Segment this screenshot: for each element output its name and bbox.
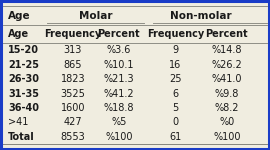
Text: %8.2: %8.2 bbox=[215, 103, 239, 113]
Text: Percent: Percent bbox=[205, 29, 248, 39]
Text: 9: 9 bbox=[173, 45, 178, 56]
Text: 427: 427 bbox=[64, 117, 82, 127]
FancyBboxPatch shape bbox=[1, 1, 269, 149]
Text: 8553: 8553 bbox=[60, 132, 85, 142]
Text: %3.6: %3.6 bbox=[107, 45, 131, 56]
Text: 25: 25 bbox=[169, 74, 182, 84]
Text: %10.1: %10.1 bbox=[104, 60, 134, 70]
Text: Molar: Molar bbox=[79, 11, 113, 21]
Text: Frequency: Frequency bbox=[147, 29, 204, 39]
Text: %100: %100 bbox=[213, 132, 241, 142]
Text: 865: 865 bbox=[64, 60, 82, 70]
Text: %100: %100 bbox=[105, 132, 133, 142]
Text: Frequency: Frequency bbox=[44, 29, 102, 39]
Text: %0: %0 bbox=[219, 117, 234, 127]
Text: Total: Total bbox=[8, 132, 35, 142]
Text: %18.8: %18.8 bbox=[104, 103, 134, 113]
Text: 313: 313 bbox=[64, 45, 82, 56]
Text: Age: Age bbox=[8, 11, 31, 21]
Text: Non-molar: Non-molar bbox=[170, 11, 232, 21]
Text: 1600: 1600 bbox=[61, 103, 85, 113]
Text: %41.2: %41.2 bbox=[103, 89, 134, 99]
Text: %14.8: %14.8 bbox=[212, 45, 242, 56]
Text: 26-30: 26-30 bbox=[8, 74, 39, 84]
Text: 5: 5 bbox=[172, 103, 179, 113]
Text: 15-20: 15-20 bbox=[8, 45, 39, 56]
Text: 3525: 3525 bbox=[60, 89, 85, 99]
Text: 0: 0 bbox=[173, 117, 178, 127]
Text: >41: >41 bbox=[8, 117, 28, 127]
Text: 6: 6 bbox=[173, 89, 178, 99]
Text: Percent: Percent bbox=[97, 29, 140, 39]
Text: 1823: 1823 bbox=[60, 74, 85, 84]
Text: Age: Age bbox=[8, 29, 29, 39]
Text: 16: 16 bbox=[169, 60, 182, 70]
Text: 36-40: 36-40 bbox=[8, 103, 39, 113]
Text: %26.2: %26.2 bbox=[211, 60, 242, 70]
Text: 21-25: 21-25 bbox=[8, 60, 39, 70]
Text: %21.3: %21.3 bbox=[103, 74, 134, 84]
Text: 61: 61 bbox=[169, 132, 182, 142]
Text: %41.0: %41.0 bbox=[212, 74, 242, 84]
Text: %5: %5 bbox=[111, 117, 126, 127]
Text: %9.8: %9.8 bbox=[215, 89, 239, 99]
Text: 31-35: 31-35 bbox=[8, 89, 39, 99]
